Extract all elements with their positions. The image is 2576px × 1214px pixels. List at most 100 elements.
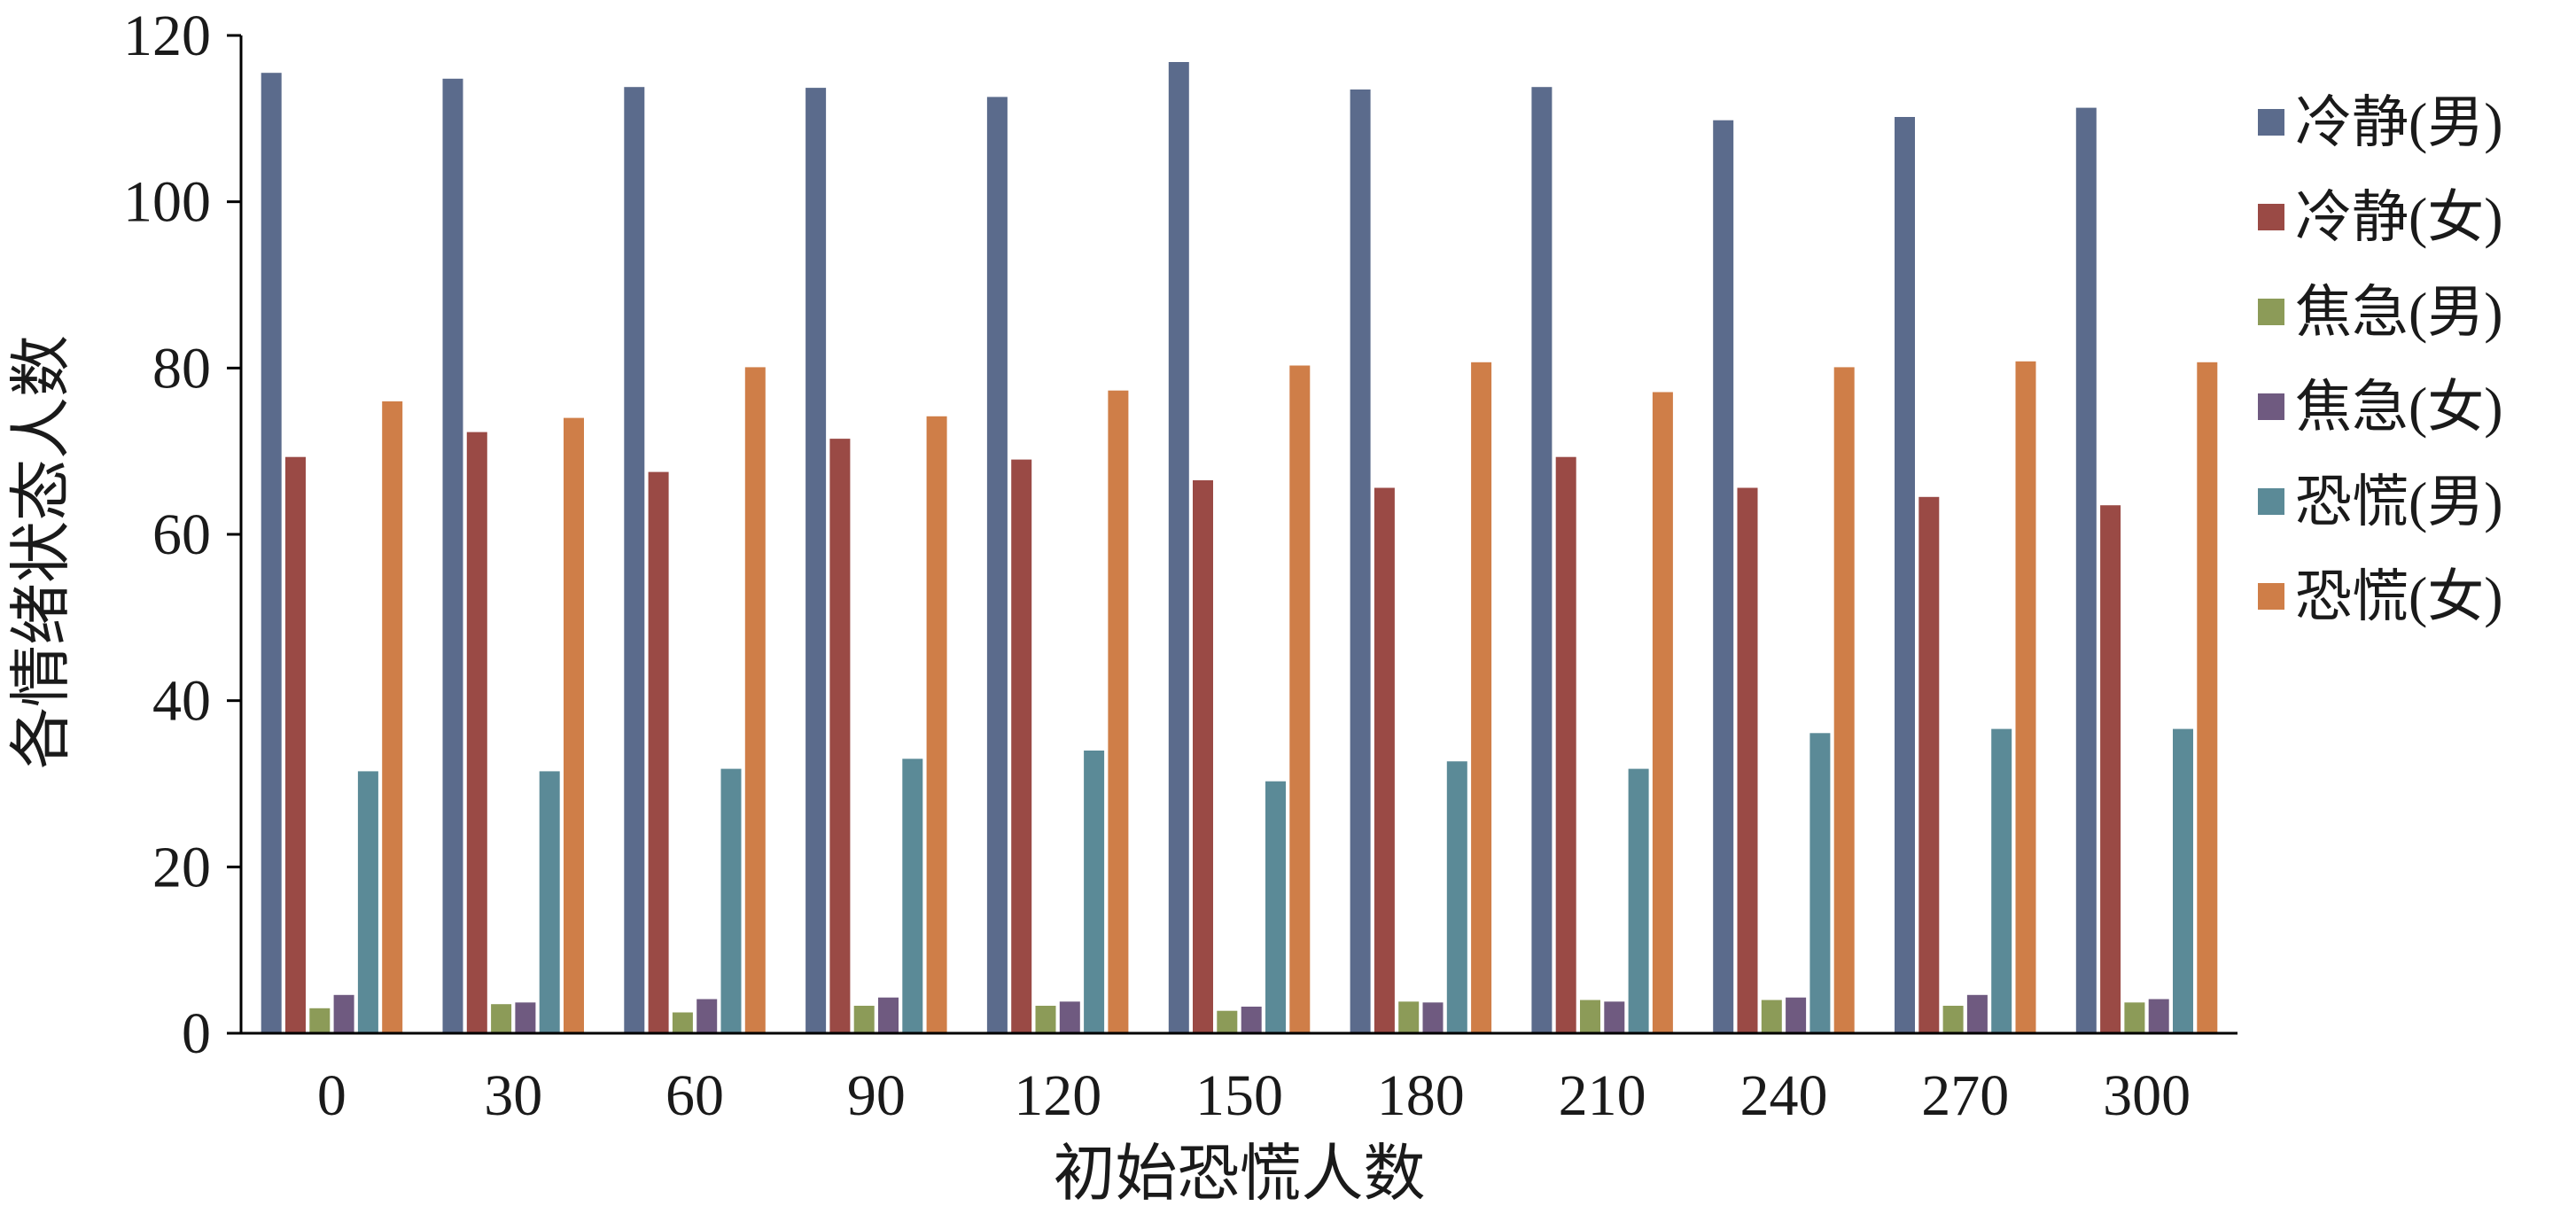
y-tick-label: 100 <box>123 170 211 235</box>
x-tick-label: 180 <box>1377 1063 1465 1128</box>
bar <box>333 994 354 1033</box>
bar <box>1374 487 1395 1033</box>
legend-swatch <box>2258 109 2284 136</box>
bar <box>2148 999 2169 1033</box>
bar <box>1084 751 1105 1033</box>
bar <box>2173 728 2193 1033</box>
bar <box>648 471 669 1033</box>
bar <box>1991 728 2012 1033</box>
bar <box>2100 505 2121 1033</box>
y-tick-label: 120 <box>123 4 211 68</box>
x-tick-label: 120 <box>1014 1063 1101 1128</box>
bar <box>1786 997 1807 1033</box>
bar <box>1108 390 1129 1033</box>
bar <box>1713 120 1734 1034</box>
x-tick-label: 90 <box>847 1063 906 1128</box>
bar <box>1265 781 1286 1033</box>
legend-label: 恐慌(女) <box>2295 565 2503 628</box>
bar <box>1011 459 1032 1033</box>
bar <box>805 88 827 1034</box>
bar <box>2075 107 2097 1034</box>
bar <box>1350 89 1371 1033</box>
y-axis-title: 各情绪状态人数 <box>8 335 76 769</box>
bar <box>357 771 378 1033</box>
x-tick-label: 240 <box>1740 1063 1828 1128</box>
bar <box>1446 761 1467 1033</box>
bar <box>986 97 1008 1033</box>
bar <box>829 439 851 1034</box>
bar <box>285 456 306 1033</box>
legend-item: 冷静(女) <box>2258 186 2503 249</box>
bar <box>1918 496 1940 1033</box>
bar <box>744 367 766 1033</box>
x-tick-label: 60 <box>665 1063 724 1128</box>
legend-item: 焦急(男) <box>2258 281 2503 344</box>
bar <box>1035 1006 1056 1033</box>
bar <box>1942 1006 1964 1033</box>
bar <box>720 768 742 1033</box>
bar <box>2015 361 2036 1033</box>
x-tick-label: 150 <box>1195 1063 1283 1128</box>
bar <box>1193 480 1213 1033</box>
legend-label: 焦急(女) <box>2295 376 2503 439</box>
x-tick-label: 0 <box>317 1063 346 1128</box>
bar <box>1809 733 1831 1033</box>
bar <box>1604 1001 1625 1033</box>
legend-label: 冷静(女) <box>2295 186 2503 249</box>
bar <box>2197 362 2218 1033</box>
bar <box>382 401 403 1033</box>
bar <box>1289 365 1311 1033</box>
x-tick-label: 30 <box>484 1063 542 1128</box>
y-tick-label: 40 <box>152 669 211 734</box>
bar <box>515 1002 536 1033</box>
legend-swatch <box>2258 204 2284 230</box>
bar <box>672 1012 693 1033</box>
y-tick-label: 80 <box>152 336 211 401</box>
legend-label: 冷静(男) <box>2295 91 2503 154</box>
y-tick-label: 20 <box>152 835 211 899</box>
bar <box>1422 1002 1444 1033</box>
x-axis-title: 初始恐慌人数 <box>1054 1140 1426 1209</box>
bar <box>878 997 899 1033</box>
bar <box>466 432 487 1034</box>
bar <box>1241 1007 1262 1033</box>
legend-item: 恐慌(男) <box>2258 471 2503 533</box>
bar <box>926 416 947 1033</box>
x-tick-label: 270 <box>1921 1063 2009 1128</box>
bar <box>1895 117 1915 1033</box>
legend-label: 恐慌(男) <box>2295 471 2503 533</box>
bar <box>1217 1010 1238 1033</box>
ticks-layer: 0 20 40 60 80 100 120 0 30 60 90 120 150 180 210 240 270… <box>123 4 2191 1128</box>
bar <box>2124 1002 2145 1033</box>
legend: 冷静(男) 冷静(女) 焦急(男) 焦急(女) 恐慌(男) 恐慌(女) <box>2258 91 2503 628</box>
legend-label: 焦急(男) <box>2295 281 2503 344</box>
y-tick-label: 0 <box>182 1001 211 1066</box>
bar <box>1833 367 1855 1033</box>
bar <box>1761 1000 1782 1033</box>
bar <box>1471 362 1492 1033</box>
bar <box>1555 456 1576 1033</box>
bar <box>853 1006 875 1033</box>
bar <box>1737 487 1758 1033</box>
x-tick-label: 300 <box>2103 1063 2191 1128</box>
bar <box>902 759 923 1033</box>
legend-swatch <box>2258 583 2284 610</box>
bar <box>1398 1001 1420 1033</box>
bar <box>539 771 560 1033</box>
legend-item: 恐慌(女) <box>2258 565 2503 628</box>
bar <box>1059 1001 1080 1033</box>
bar <box>697 999 718 1033</box>
bar <box>624 87 645 1034</box>
bar <box>1628 768 1649 1033</box>
bar <box>1531 87 1553 1034</box>
bar <box>1652 392 1673 1033</box>
legend-item: 冷静(男) <box>2258 91 2503 154</box>
bar <box>442 78 463 1033</box>
bar <box>1966 994 1988 1033</box>
y-tick-label: 60 <box>152 502 211 567</box>
legend-swatch <box>2258 488 2284 515</box>
bar <box>261 73 282 1034</box>
bars-layer <box>261 62 2218 1034</box>
bar <box>564 417 584 1034</box>
